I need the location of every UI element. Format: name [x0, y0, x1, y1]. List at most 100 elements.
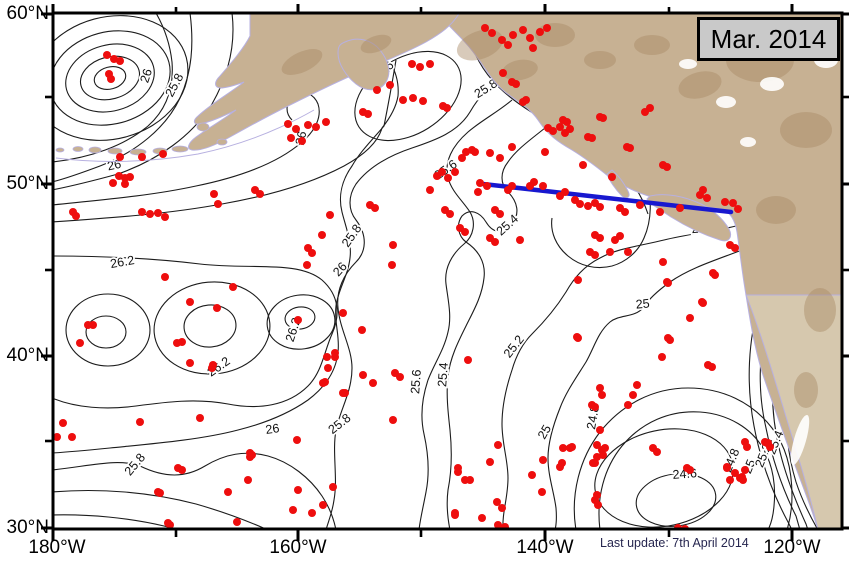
- float-dot: [566, 444, 574, 452]
- y-axis-label: 60°N: [6, 3, 49, 24]
- float-dot: [186, 359, 194, 367]
- float-dot: [461, 228, 469, 236]
- y-axis-label: 50°N: [6, 173, 49, 194]
- terrain-patch: [281, 49, 323, 75]
- float-dot: [519, 26, 527, 34]
- float-dot: [593, 441, 601, 449]
- float-dot: [596, 384, 604, 392]
- float-dot: [516, 236, 524, 244]
- float-dot: [736, 474, 744, 482]
- contour-label: 25.8: [163, 71, 187, 99]
- float-dot: [156, 489, 164, 497]
- float-dot: [598, 391, 606, 399]
- float-dot: [539, 456, 547, 464]
- island: [55, 147, 65, 153]
- landmass: [188, 14, 460, 151]
- float-dot: [419, 97, 427, 105]
- float-dot: [388, 261, 396, 269]
- float-dot: [454, 468, 462, 476]
- float-dot: [703, 194, 711, 202]
- float-dot: [210, 190, 218, 198]
- float-dot: [294, 486, 302, 494]
- float-dot: [209, 361, 217, 369]
- float-dot: [681, 525, 689, 528]
- argo-float-dots: [54, 24, 774, 528]
- island: [196, 122, 210, 132]
- x-axis-label: 140°W: [516, 537, 574, 558]
- float-dot: [326, 211, 334, 219]
- float-dot: [76, 339, 84, 347]
- float-dot: [293, 436, 301, 444]
- landmass: [438, 14, 841, 528]
- island: [107, 147, 123, 155]
- float-dot: [126, 173, 134, 181]
- contour-label: 25.8: [326, 411, 354, 437]
- float-dot: [636, 201, 644, 209]
- float-dot: [116, 153, 124, 161]
- float-dot: [538, 488, 546, 496]
- float-dot: [483, 182, 491, 190]
- float-dot: [686, 466, 694, 474]
- x-axis-label: 120°W: [763, 537, 821, 558]
- float-dot: [501, 523, 509, 528]
- contour-label: 25.2: [501, 333, 527, 361]
- float-dot: [471, 148, 479, 156]
- float-dot: [596, 203, 604, 211]
- float-dot: [674, 524, 682, 528]
- float-dot: [341, 389, 349, 397]
- float-dot: [594, 501, 602, 509]
- float-dot: [186, 298, 194, 306]
- float-dot: [426, 60, 434, 68]
- island: [216, 138, 228, 146]
- float-dot: [549, 127, 557, 135]
- float-dot: [491, 238, 499, 246]
- float-dot: [289, 506, 297, 514]
- float-dot: [601, 444, 609, 452]
- terrain-patch: [360, 34, 392, 54]
- float-dot: [721, 198, 729, 206]
- float-dot: [312, 123, 320, 131]
- float-dot: [451, 511, 459, 519]
- float-dot: [373, 86, 381, 94]
- float-dot: [476, 179, 484, 187]
- float-dot: [699, 299, 707, 307]
- float-dot: [508, 182, 516, 190]
- float-dot: [369, 379, 377, 387]
- float-dot: [72, 212, 80, 220]
- terrain-patch: [756, 196, 796, 224]
- float-dot: [159, 150, 167, 158]
- float-dot: [522, 96, 530, 104]
- float-dot: [498, 504, 506, 512]
- float-dot: [624, 401, 632, 409]
- float-dot: [566, 125, 574, 133]
- float-dot: [308, 249, 316, 257]
- float-dot: [161, 213, 169, 221]
- float-dot: [664, 279, 672, 287]
- contour-label: 24.8: [584, 404, 602, 430]
- float-dot: [541, 148, 549, 156]
- float-dot: [107, 75, 115, 83]
- contour-label: 26.2: [109, 253, 135, 271]
- float-dot: [494, 441, 502, 449]
- float-dot: [606, 248, 614, 256]
- contour-label: 26: [265, 421, 281, 437]
- float-dot: [616, 232, 624, 240]
- float-dot: [303, 261, 311, 269]
- float-dot: [723, 464, 731, 472]
- float-dot: [663, 163, 671, 171]
- float-dot: [579, 161, 587, 169]
- float-dot: [474, 188, 482, 196]
- float-dot: [292, 125, 300, 133]
- float-dot: [389, 416, 397, 424]
- contour-label: 25.6: [408, 369, 424, 394]
- contour-label: 26: [330, 259, 350, 279]
- float-dot: [287, 134, 295, 142]
- float-dot: [322, 118, 330, 126]
- float-dot: [528, 471, 536, 479]
- float-dot: [408, 60, 416, 68]
- float-dot: [734, 205, 742, 213]
- float-dot: [444, 174, 452, 182]
- float-dot: [494, 521, 502, 528]
- island: [72, 146, 84, 152]
